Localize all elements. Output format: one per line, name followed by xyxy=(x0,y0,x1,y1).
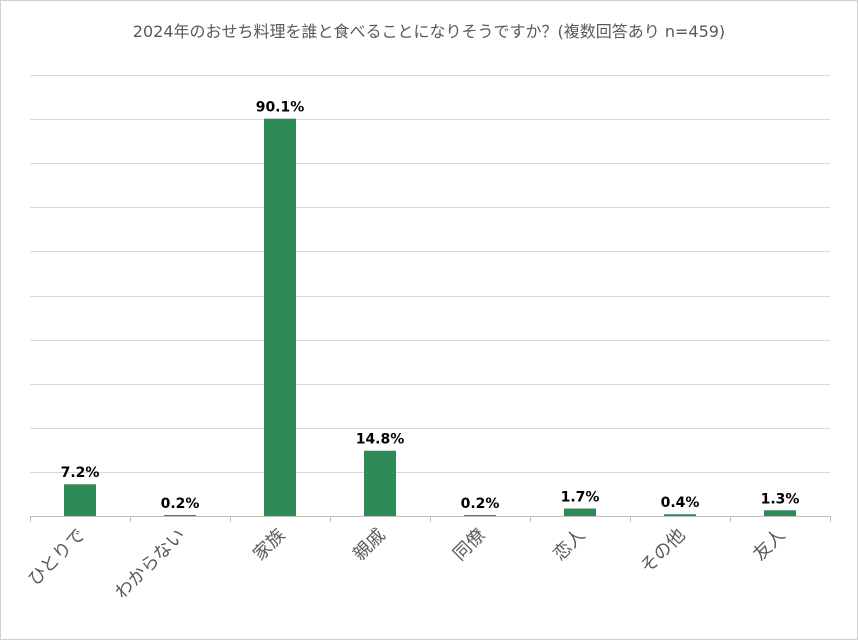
data-label: 90.1% xyxy=(256,100,305,116)
bar-1 xyxy=(64,484,96,516)
chart-title: 2024年のおせち料理を誰と食べることになりそうですか？(複数回答あり n=45… xyxy=(132,22,726,41)
bar-3 xyxy=(264,118,296,516)
bar-7 xyxy=(664,514,696,516)
bar-6 xyxy=(564,508,596,516)
bar-2 xyxy=(164,515,196,516)
data-label: 0.2% xyxy=(461,496,500,512)
category-label: その他 xyxy=(637,525,690,578)
data-label: 7.2% xyxy=(61,465,100,481)
category-label: 同僚 xyxy=(449,525,489,565)
data-label: 14.8% xyxy=(356,432,405,448)
data-label: 0.4% xyxy=(661,495,700,511)
category-label: 家族 xyxy=(249,525,289,565)
bar-4 xyxy=(364,450,396,516)
category-label: ひとりで xyxy=(24,525,89,590)
category-label: 友人 xyxy=(749,525,789,565)
category-label: 恋人 xyxy=(549,524,590,565)
bar-8 xyxy=(764,510,796,516)
category-label: 親戚 xyxy=(349,525,389,565)
data-label: 0.2% xyxy=(161,496,200,512)
category-label: わからない xyxy=(111,525,189,603)
bar-5 xyxy=(464,515,496,516)
data-label: 1.3% xyxy=(761,491,800,507)
data-label: 1.7% xyxy=(561,490,600,506)
